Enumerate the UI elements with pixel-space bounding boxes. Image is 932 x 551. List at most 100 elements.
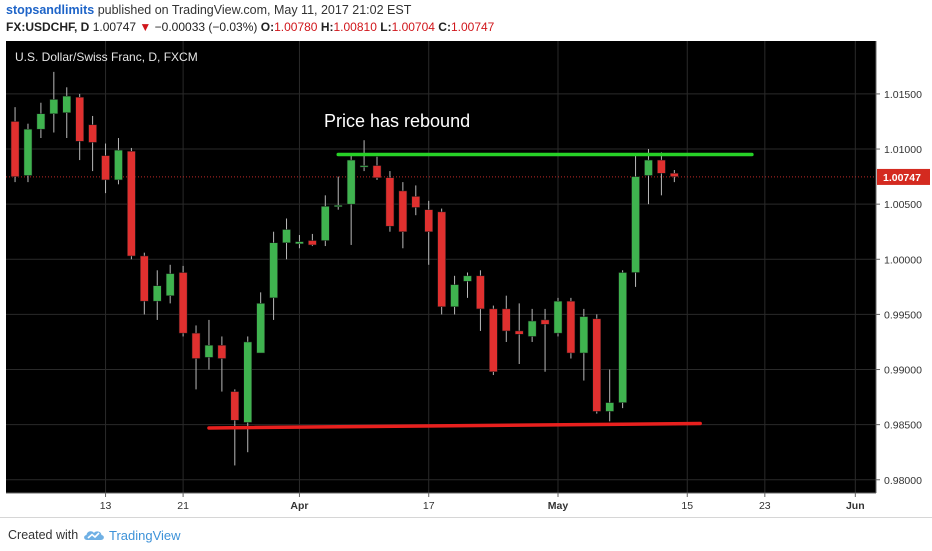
last-price-tag-label: 1.00747 xyxy=(883,172,921,184)
candle[interactable] xyxy=(127,147,136,260)
candle-body-down xyxy=(191,332,201,359)
candle[interactable] xyxy=(204,319,214,370)
candle[interactable] xyxy=(114,138,123,185)
candle[interactable] xyxy=(321,195,330,247)
candle[interactable] xyxy=(243,336,252,453)
candle-body-down xyxy=(592,318,602,412)
annotation-label: Price has rebound xyxy=(324,111,470,131)
candle[interactable] xyxy=(346,154,356,245)
candle[interactable] xyxy=(295,235,304,249)
candle-body-down xyxy=(385,177,395,227)
candle[interactable] xyxy=(424,200,433,265)
candle[interactable] xyxy=(644,149,653,205)
candle[interactable] xyxy=(411,185,421,216)
candle-body-down xyxy=(88,124,97,143)
candle[interactable] xyxy=(23,123,33,183)
candle-body-up xyxy=(644,159,653,176)
support-trendline[interactable] xyxy=(207,421,702,430)
candle-body-down xyxy=(10,121,20,177)
y-tick-label: 0.98000 xyxy=(884,475,922,487)
candle[interactable] xyxy=(75,93,84,161)
close-value: 1.00747 xyxy=(450,20,495,34)
candle[interactable] xyxy=(140,252,149,315)
published-text: published on TradingView.com, May 11, 20… xyxy=(97,3,412,17)
candle-body-up xyxy=(450,284,459,307)
y-tick-label: 1.01500 xyxy=(884,89,922,101)
candle[interactable] xyxy=(62,87,72,139)
candle[interactable] xyxy=(605,369,614,422)
candle[interactable] xyxy=(217,336,227,392)
candle-body-down xyxy=(411,196,421,208)
candle[interactable] xyxy=(579,308,589,381)
candle[interactable] xyxy=(514,303,524,365)
high-value: 1.00810 xyxy=(333,20,377,34)
candle-body-up xyxy=(62,95,72,113)
author-link[interactable]: stopsandlimits xyxy=(6,3,95,17)
candle-body-down xyxy=(424,209,433,232)
candle[interactable] xyxy=(476,270,485,331)
candle[interactable] xyxy=(463,272,472,298)
candle[interactable] xyxy=(10,107,20,183)
candlestick-chart[interactable]: U.S. Dollar/Swiss Franc, D, FXCM Price h… xyxy=(6,41,931,517)
candle-body-up xyxy=(114,149,123,181)
candle[interactable] xyxy=(527,308,537,342)
candle[interactable] xyxy=(101,143,110,194)
candle[interactable] xyxy=(49,71,59,133)
candle[interactable] xyxy=(670,169,679,183)
candle-body-up xyxy=(631,176,640,273)
candle[interactable] xyxy=(566,297,576,359)
candle[interactable] xyxy=(36,102,46,139)
candle[interactable] xyxy=(165,264,175,304)
close-label: C: xyxy=(438,20,451,34)
candle[interactable] xyxy=(333,176,343,210)
down-arrow-icon: ▼ xyxy=(139,20,152,34)
candle[interactable] xyxy=(269,231,278,320)
tradingview-brand-link[interactable]: TradingView xyxy=(109,528,181,543)
candle[interactable] xyxy=(592,314,602,414)
candle[interactable] xyxy=(256,292,265,354)
x-tick-label: Jun xyxy=(846,500,865,512)
candle[interactable] xyxy=(657,152,666,196)
x-tick-label: 23 xyxy=(759,500,771,512)
candle[interactable] xyxy=(540,308,550,372)
last-price-tag xyxy=(877,168,930,185)
time-axis-panel[interactable] xyxy=(6,493,876,517)
candle-body-up xyxy=(269,242,278,299)
publish-info: stopsandlimits published on TradingView.… xyxy=(6,3,411,17)
candle[interactable] xyxy=(489,305,498,376)
last-price: 1.00747 xyxy=(92,20,137,34)
candle[interactable] xyxy=(553,297,563,337)
candle[interactable] xyxy=(437,208,446,315)
low-value: 1.00704 xyxy=(391,20,435,34)
candle[interactable] xyxy=(372,156,382,180)
candle-body-up xyxy=(618,272,627,403)
symbol-name: FX:USDCHF, D xyxy=(6,20,90,34)
candle-body-down xyxy=(566,300,576,354)
candle[interactable] xyxy=(191,325,201,390)
low-label: L: xyxy=(380,20,392,34)
candle[interactable] xyxy=(282,218,291,260)
candle-body-down xyxy=(75,96,84,142)
candle[interactable] xyxy=(152,270,162,320)
candle[interactable] xyxy=(88,115,97,172)
candle[interactable] xyxy=(178,265,188,337)
candle[interactable] xyxy=(631,154,640,287)
price-axis-panel[interactable] xyxy=(876,41,931,517)
chart-container[interactable]: U.S. Dollar/Swiss Franc, D, FXCM Price h… xyxy=(6,41,931,517)
candle[interactable] xyxy=(385,171,395,232)
candle-body-down xyxy=(502,308,511,332)
y-tick-label: 1.01000 xyxy=(884,144,922,156)
candle-body-down xyxy=(178,272,188,334)
candle-body-down xyxy=(437,211,446,307)
candle[interactable] xyxy=(308,233,317,247)
symbol-legend: FX:USDCHF, D 1.00747 ▼ −0.00033 (−0.03%)… xyxy=(6,20,494,34)
candle[interactable] xyxy=(618,270,627,409)
candle[interactable] xyxy=(502,295,511,342)
candle-body-down xyxy=(489,308,498,372)
x-tick-label: 13 xyxy=(100,500,112,512)
candle[interactable] xyxy=(398,182,408,249)
candle-body-up xyxy=(346,159,356,205)
candle[interactable] xyxy=(450,275,459,315)
y-tick-label: 1.00000 xyxy=(884,254,922,266)
tradingview-cloud-icon[interactable] xyxy=(82,527,106,543)
